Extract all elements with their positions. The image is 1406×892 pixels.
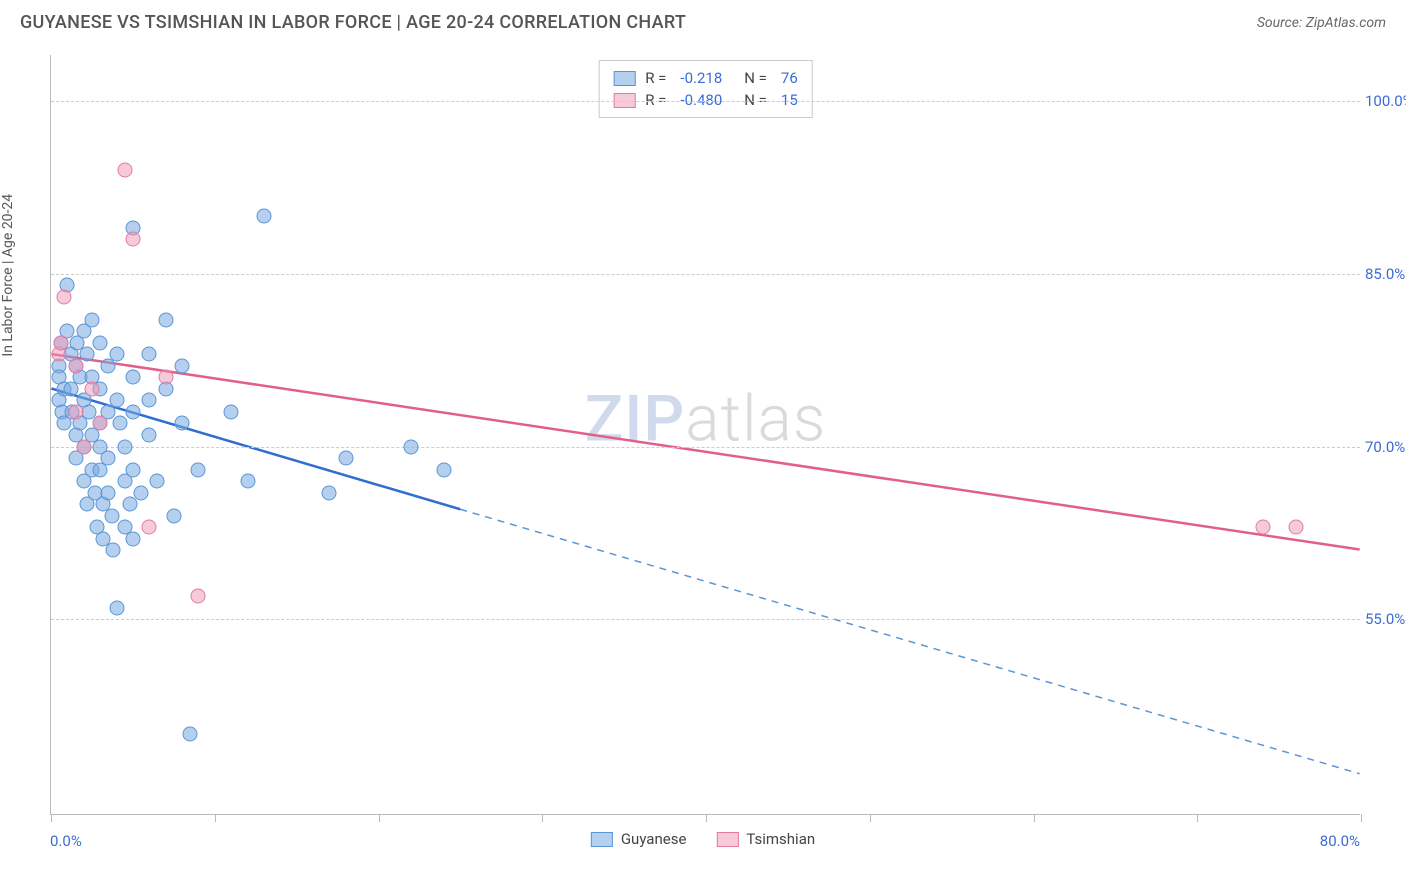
point-guyanese bbox=[117, 439, 132, 454]
point-tsimshian bbox=[191, 589, 206, 604]
y-tick-label: 70.0% bbox=[1365, 438, 1406, 456]
x-tick bbox=[870, 814, 871, 822]
point-guyanese bbox=[322, 485, 337, 500]
legend-n-value: 76 bbox=[781, 69, 798, 87]
legend-r-value: -0.218 bbox=[680, 69, 722, 87]
chart-source: Source: ZipAtlas.com bbox=[1257, 15, 1386, 31]
point-guyanese bbox=[183, 727, 198, 742]
x-tick bbox=[51, 814, 52, 822]
legend-swatch bbox=[591, 832, 613, 847]
point-tsimshian bbox=[158, 370, 173, 385]
point-guyanese bbox=[122, 497, 137, 512]
legend-series-label: Guyanese bbox=[621, 830, 687, 848]
point-tsimshian bbox=[117, 163, 132, 178]
chart-title: GUYANESE VS TSIMSHIAN IN LABOR FORCE | A… bbox=[20, 12, 686, 33]
trend-line bbox=[51, 354, 1359, 550]
point-guyanese bbox=[125, 531, 140, 546]
point-guyanese bbox=[125, 462, 140, 477]
legend-r-label: R = bbox=[645, 69, 666, 87]
point-tsimshian bbox=[57, 289, 72, 304]
legend-n-label: N = bbox=[744, 91, 767, 109]
point-guyanese bbox=[166, 508, 181, 523]
point-tsimshian bbox=[68, 358, 83, 373]
point-tsimshian bbox=[93, 416, 108, 431]
point-guyanese bbox=[175, 416, 190, 431]
x-tick bbox=[542, 814, 543, 822]
point-tsimshian bbox=[142, 520, 157, 535]
trend-lines-layer bbox=[51, 55, 1360, 814]
y-tick-label: 85.0% bbox=[1365, 265, 1406, 283]
point-guyanese bbox=[101, 451, 116, 466]
point-guyanese bbox=[109, 347, 124, 362]
point-guyanese bbox=[142, 393, 157, 408]
point-guyanese bbox=[109, 393, 124, 408]
y-axis-title: In Labor Force | Age 20-24 bbox=[0, 194, 16, 357]
trend-line bbox=[460, 509, 1359, 774]
legend-n-label: N = bbox=[744, 69, 767, 87]
point-guyanese bbox=[104, 508, 119, 523]
gridline-h bbox=[51, 447, 1360, 448]
point-tsimshian bbox=[1255, 520, 1270, 535]
point-tsimshian bbox=[53, 335, 68, 350]
point-guyanese bbox=[112, 416, 127, 431]
legend-swatch bbox=[716, 832, 738, 847]
point-guyanese bbox=[240, 474, 255, 489]
point-guyanese bbox=[109, 600, 124, 615]
x-tick bbox=[379, 814, 380, 822]
legend-series-label: Tsimshian bbox=[746, 830, 815, 848]
point-tsimshian bbox=[68, 404, 83, 419]
point-guyanese bbox=[142, 347, 157, 362]
point-guyanese bbox=[404, 439, 419, 454]
point-guyanese bbox=[134, 485, 149, 500]
point-guyanese bbox=[106, 543, 121, 558]
x-tick bbox=[215, 814, 216, 822]
x-axis-min-label: 0.0% bbox=[50, 832, 82, 850]
point-guyanese bbox=[93, 335, 108, 350]
point-guyanese bbox=[142, 428, 157, 443]
point-guyanese bbox=[158, 312, 173, 327]
legend-swatch bbox=[613, 71, 635, 86]
y-tick-label: 55.0% bbox=[1365, 610, 1406, 628]
series-legend: Guyanese Tsimshian bbox=[591, 830, 815, 848]
chart-header: GUYANESE VS TSIMSHIAN IN LABOR FORCE | A… bbox=[0, 0, 1406, 41]
legend-bottom-item: Tsimshian bbox=[716, 830, 815, 848]
x-tick bbox=[1034, 814, 1035, 822]
point-guyanese bbox=[191, 462, 206, 477]
point-tsimshian bbox=[1288, 520, 1303, 535]
legend-r-label: R = bbox=[645, 91, 666, 109]
gridline-h bbox=[51, 619, 1360, 620]
correlation-legend: R = -0.218 N = 76 R = -0.480 N = 15 bbox=[598, 60, 813, 118]
point-guyanese bbox=[256, 209, 271, 224]
legend-n-value: 15 bbox=[781, 91, 798, 109]
legend-top-row: R = -0.218 N = 76 bbox=[613, 67, 798, 89]
point-tsimshian bbox=[125, 232, 140, 247]
y-tick-label: 100.0% bbox=[1365, 92, 1406, 110]
chart-plot-area: ZIPatlas R =-0.218N =76R =-0.480N =15 55… bbox=[50, 55, 1360, 815]
point-tsimshian bbox=[76, 439, 91, 454]
point-tsimshian bbox=[84, 381, 99, 396]
point-guyanese bbox=[101, 485, 116, 500]
point-guyanese bbox=[338, 451, 353, 466]
legend-bottom-item: Guyanese bbox=[591, 830, 687, 848]
x-tick bbox=[1197, 814, 1198, 822]
x-axis-max-label: 80.0% bbox=[1320, 832, 1360, 850]
point-guyanese bbox=[84, 312, 99, 327]
legend-top-row: R = -0.480 N = 15 bbox=[613, 89, 798, 111]
point-guyanese bbox=[125, 404, 140, 419]
legend-swatch bbox=[613, 93, 635, 108]
point-guyanese bbox=[437, 462, 452, 477]
legend-r-value: -0.480 bbox=[680, 91, 722, 109]
x-tick bbox=[1361, 814, 1362, 822]
gridline-h bbox=[51, 101, 1360, 102]
point-guyanese bbox=[125, 370, 140, 385]
gridline-h bbox=[51, 274, 1360, 275]
point-guyanese bbox=[80, 347, 95, 362]
point-guyanese bbox=[150, 474, 165, 489]
point-guyanese bbox=[224, 404, 239, 419]
point-guyanese bbox=[175, 358, 190, 373]
x-tick bbox=[706, 814, 707, 822]
